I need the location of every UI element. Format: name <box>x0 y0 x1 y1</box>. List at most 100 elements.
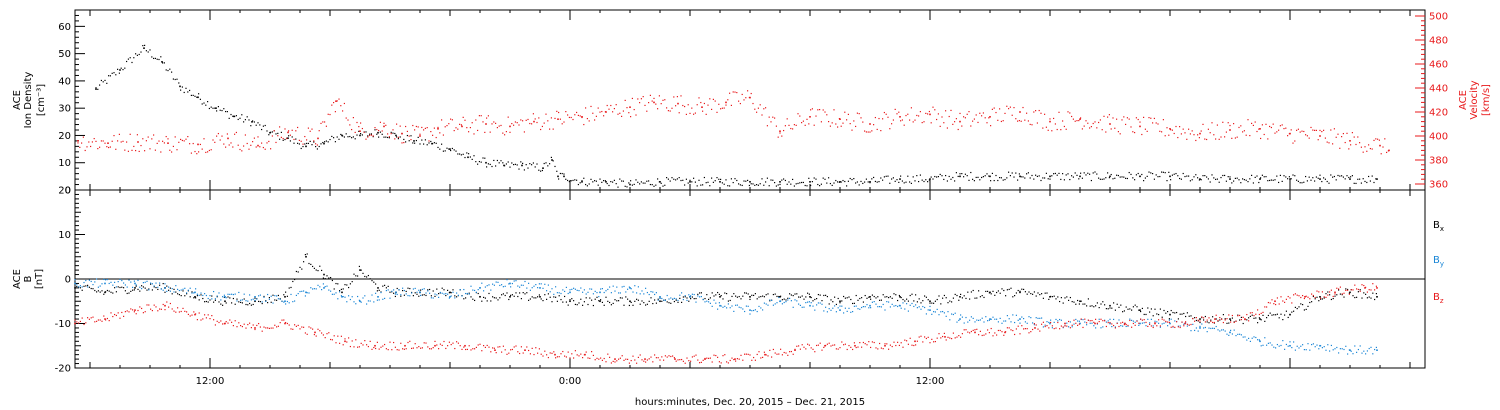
scatter-dot <box>954 312 956 314</box>
scatter-dot <box>1368 144 1370 146</box>
scatter-dot <box>164 309 166 311</box>
scatter-dot <box>1227 122 1229 124</box>
scatter-dot <box>648 293 650 296</box>
scatter-dot <box>446 124 448 127</box>
scatter-dot <box>1260 319 1262 321</box>
scatter-dot <box>321 269 323 272</box>
data-point <box>614 358 616 360</box>
scatter-dot <box>1017 120 1019 122</box>
scatter-dot <box>468 292 470 294</box>
data-point <box>959 175 961 178</box>
scatter-dot <box>1107 172 1109 174</box>
scatter-dot <box>675 298 677 300</box>
scatter-dot <box>558 292 560 294</box>
scatter-dot <box>277 294 279 297</box>
data-point <box>689 181 691 183</box>
scatter-dot <box>155 286 157 289</box>
scatter-dot <box>106 278 108 281</box>
scatter-dot <box>225 321 227 323</box>
scatter-dot <box>1242 178 1244 180</box>
scatter-dot <box>556 356 558 358</box>
scatter-dot <box>1318 291 1320 293</box>
scatter-dot <box>315 288 317 290</box>
scatter-dot <box>454 295 456 297</box>
data-point <box>305 255 307 258</box>
scatter-dot <box>1231 182 1233 184</box>
scatter-dot <box>277 135 279 137</box>
scatter-dot <box>1055 298 1057 300</box>
scatter-dot <box>799 115 801 117</box>
scatter-dot <box>495 297 497 299</box>
scatter-dot <box>604 180 606 182</box>
scatter-dot <box>1028 291 1030 293</box>
scatter-dot <box>1341 294 1343 296</box>
scatter-dot <box>1350 144 1352 146</box>
scatter-dot <box>258 322 260 325</box>
scatter-dot <box>630 180 632 182</box>
data-point <box>1259 340 1261 343</box>
scatter-dot <box>1291 311 1293 313</box>
scatter-dot <box>412 124 414 127</box>
scatter-dot <box>553 293 555 295</box>
data-point <box>1304 296 1306 298</box>
scatter-dot <box>937 175 939 178</box>
scatter-dot <box>162 62 164 64</box>
scatter-dot <box>650 297 652 299</box>
scatter-dot <box>1138 324 1140 326</box>
scatter-dot <box>174 136 176 138</box>
scatter-dot <box>859 342 861 344</box>
scatter-dot <box>1204 138 1206 140</box>
scatter-dot <box>1234 137 1236 139</box>
scatter-dot <box>119 278 121 281</box>
scatter-dot <box>1138 322 1140 324</box>
scatter-dot <box>882 348 884 350</box>
scatter-dot <box>956 321 958 323</box>
scatter-dot <box>168 306 170 308</box>
scatter-dot <box>382 298 384 300</box>
scatter-dot <box>279 322 281 324</box>
scatter-dot <box>300 147 302 150</box>
scatter-dot <box>811 108 813 110</box>
scatter-dot <box>1361 352 1363 354</box>
scatter-dot <box>655 103 657 105</box>
scatter-dot <box>1386 151 1388 154</box>
scatter-dot <box>837 181 839 183</box>
scatter-dot <box>607 288 609 291</box>
scatter-dot <box>1298 306 1300 308</box>
scatter-dot <box>902 346 904 348</box>
scatter-dot <box>322 141 324 144</box>
scatter-dot <box>313 141 315 143</box>
scatter-dot <box>546 290 548 292</box>
scatter-dot <box>1044 177 1046 179</box>
scatter-dot <box>146 289 148 291</box>
scatter-dot <box>1037 317 1039 319</box>
scatter-dot <box>151 138 153 140</box>
scatter-dot <box>344 284 346 286</box>
scatter-dot <box>356 121 358 124</box>
scatter-dot <box>610 292 612 294</box>
scatter-dot <box>158 140 160 142</box>
scatter-dot <box>1103 178 1105 180</box>
scatter-dot <box>331 135 333 138</box>
scatter-dot <box>702 184 704 186</box>
scatter-dot <box>1233 123 1235 125</box>
scatter-dot <box>154 149 156 151</box>
scatter-dot <box>1112 178 1114 180</box>
scatter-dot <box>968 179 970 181</box>
data-point <box>197 96 199 99</box>
scatter-dot <box>243 298 245 300</box>
scatter-dot <box>569 299 571 301</box>
data-point <box>959 120 961 123</box>
scatter-dot <box>772 304 774 306</box>
scatter-dot <box>720 362 722 364</box>
scatter-dot <box>1221 318 1223 320</box>
scatter-dot <box>1219 317 1221 319</box>
scatter-dot <box>308 292 310 294</box>
data-point <box>1064 322 1066 325</box>
scatter-dot <box>1093 321 1095 323</box>
scatter-dot <box>745 305 747 307</box>
scatter-dot <box>1038 109 1040 112</box>
scatter-dot <box>1099 119 1101 121</box>
scatter-dot <box>1374 289 1376 291</box>
scatter-dot <box>189 143 191 145</box>
